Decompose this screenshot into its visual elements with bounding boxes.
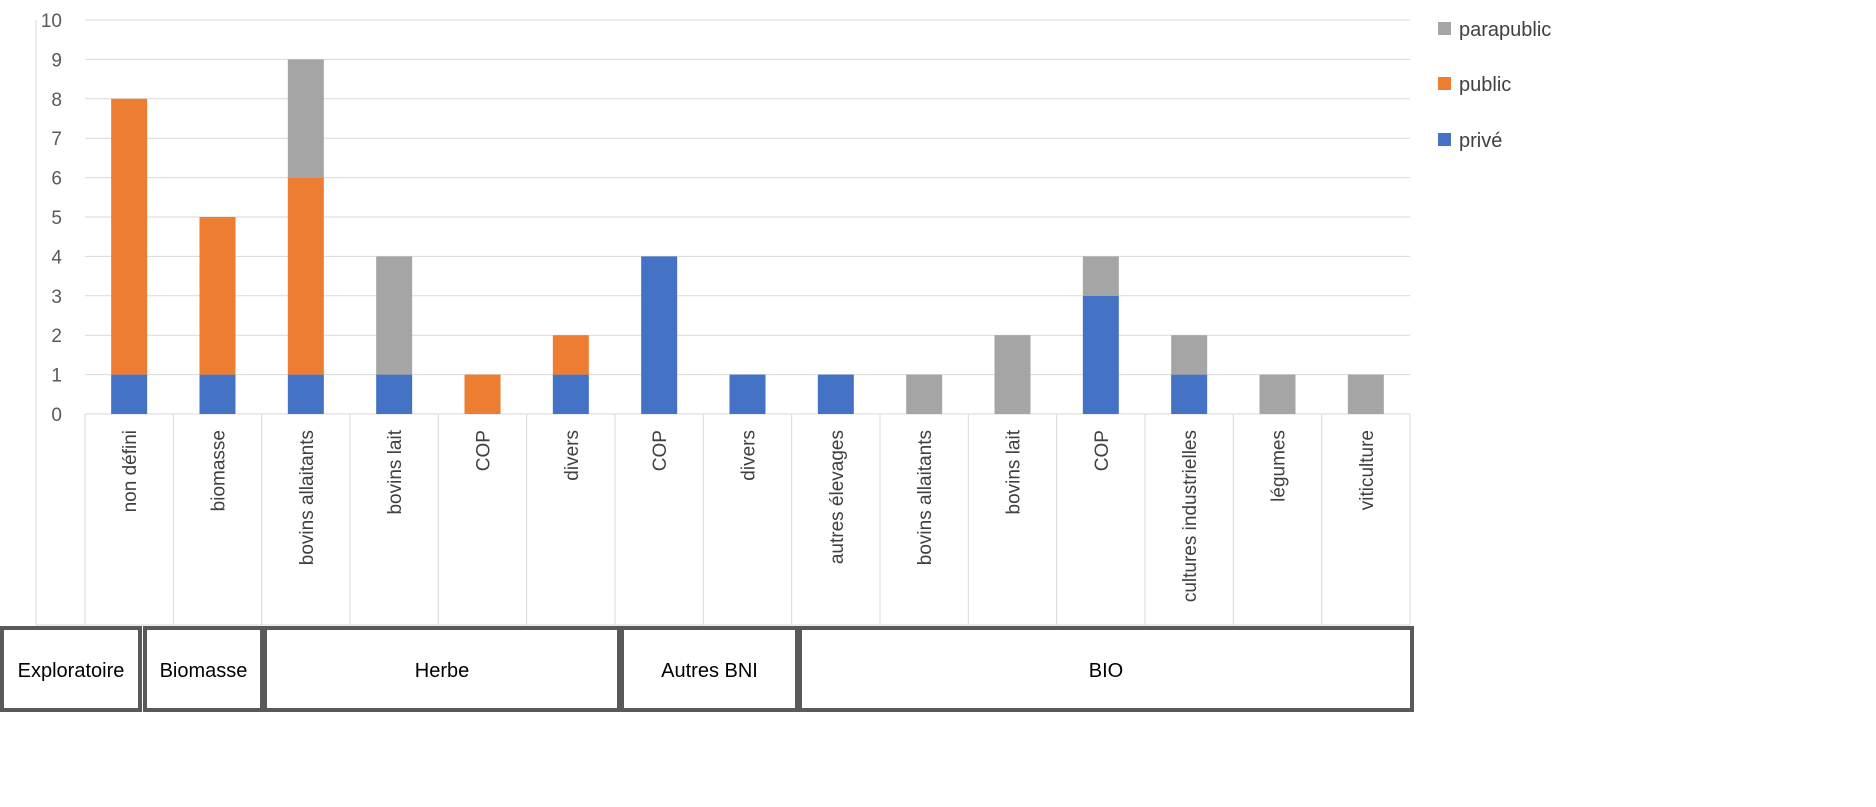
group-label: Herbe: [415, 660, 469, 682]
x-tick-label: cultures industrielles: [1180, 430, 1201, 602]
bar-segment: [1171, 375, 1207, 414]
x-tick-label: biomasse: [209, 430, 230, 511]
bar-segment: [376, 375, 412, 414]
x-tick-label: légumes: [1269, 430, 1290, 502]
category-groups: Exploratoire Biomasse Herbe Autres BNI BIO: [2, 628, 1412, 710]
bar-segment: [995, 335, 1031, 414]
bar-segment: [200, 375, 236, 414]
bar-segment: [906, 375, 942, 414]
category-label-group: non défini biomasse bovins allaitants bovin…: [120, 429, 1378, 602]
y-tick-label: 1: [51, 366, 62, 387]
legend-label: parapublic: [1459, 19, 1551, 41]
bar-segment: [465, 375, 501, 414]
bar-segment: [288, 178, 324, 375]
gridlines: [36, 20, 1410, 625]
bar-segment: [818, 375, 854, 414]
bar-segment: [1260, 375, 1296, 414]
x-tick-label: COP: [1092, 430, 1113, 471]
y-tick-label: 3: [51, 287, 62, 308]
x-axis-categories: non défini biomasse bovins allaitants bovin…: [120, 429, 1378, 602]
bars: [111, 59, 1384, 414]
x-tick-label: bovins allaitants: [297, 430, 318, 565]
bar-segment: [553, 335, 589, 374]
bar-segment: [1171, 335, 1207, 374]
x-tick-label: viticulture: [1357, 430, 1378, 510]
y-tick-label: 2: [51, 326, 62, 347]
legend-swatch: [1438, 133, 1451, 146]
legend-label: public: [1459, 74, 1511, 96]
y-axis-ticks: 0 1 2 3 4 5 6 7 8 9 10: [41, 11, 63, 426]
legend-swatch: [1438, 77, 1451, 90]
y-tick-label: 4: [51, 247, 62, 268]
bar-segment: [641, 256, 677, 414]
y-tick-label: 6: [51, 169, 62, 190]
legend: parapublic public privé: [1438, 19, 1551, 152]
x-tick-label: bovins allaitants: [915, 430, 936, 565]
bar-segment: [1348, 375, 1384, 414]
y-tick-label: 0: [51, 405, 62, 426]
legend-label: privé: [1459, 130, 1502, 152]
group-label: BIO: [1089, 660, 1123, 682]
group-label: Autres BNI: [661, 660, 758, 682]
bar-segment: [111, 99, 147, 375]
x-tick-label: divers: [739, 430, 760, 481]
bar-segment: [1083, 296, 1119, 414]
x-tick-label: bovins lait: [1004, 429, 1025, 514]
y-tick-label: 5: [51, 208, 62, 229]
bar-segment: [200, 217, 236, 375]
x-tick-label: non défini: [120, 430, 141, 512]
y-tick-label: 8: [51, 90, 62, 111]
x-tick-label: divers: [562, 430, 583, 481]
y-tick-label: 9: [51, 50, 62, 71]
bar-segment: [1083, 256, 1119, 295]
x-tick-label: COP: [474, 430, 495, 471]
bar-segment: [288, 59, 324, 177]
x-tick-label: autres élevages: [827, 430, 848, 564]
x-tick-label: bovins lait: [385, 429, 406, 514]
group-label: Biomasse: [160, 660, 248, 682]
x-tick-label: COP: [650, 430, 671, 471]
bar-segment: [288, 375, 324, 414]
bar-segment: [376, 256, 412, 374]
y-tick-label: 7: [51, 129, 62, 150]
bar-segment: [730, 375, 766, 414]
bar-segment: [553, 375, 589, 414]
legend-swatch: [1438, 22, 1451, 35]
bar-segment: [111, 375, 147, 414]
y-tick-label: 10: [41, 11, 62, 32]
group-label: Exploratoire: [18, 660, 125, 682]
